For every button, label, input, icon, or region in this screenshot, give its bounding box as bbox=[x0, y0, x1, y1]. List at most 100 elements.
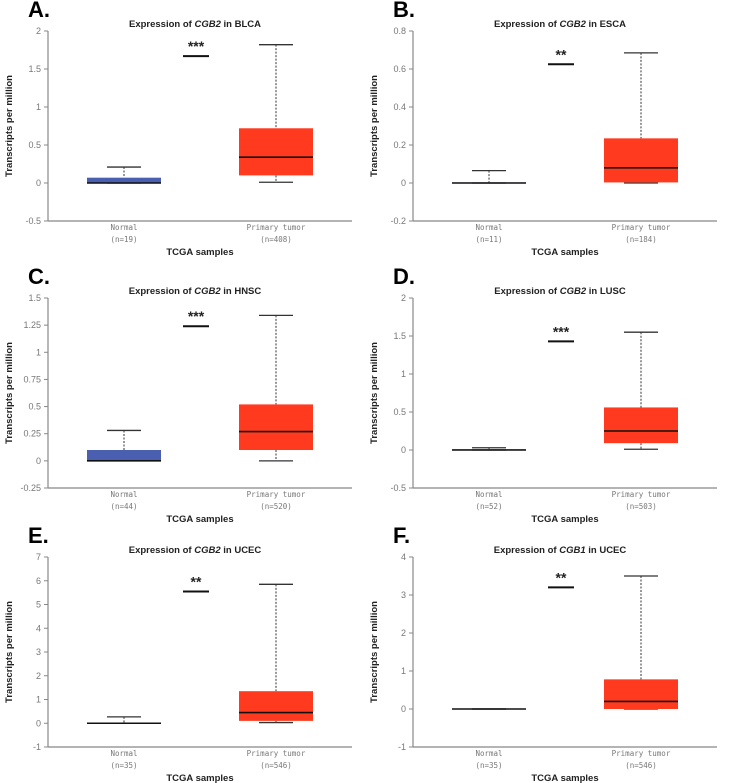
y-tick-label: -0.2 bbox=[390, 216, 406, 226]
category-label: Primary tumor bbox=[612, 223, 671, 232]
x-axis-label: TCGA samples bbox=[166, 514, 233, 525]
title-gene: CGB1 bbox=[559, 545, 585, 556]
y-tick-label: 0 bbox=[401, 704, 406, 714]
y-tick-label: 1 bbox=[36, 695, 41, 705]
y-tick-label: 2 bbox=[36, 26, 41, 36]
y-tick-label: -1 bbox=[33, 742, 41, 752]
y-tick-label: 0.75 bbox=[23, 374, 41, 384]
title-prefix: Expression of bbox=[129, 19, 194, 30]
y-tick-label: 1.5 bbox=[28, 64, 41, 74]
y-axis-label: Transcripts per million bbox=[4, 342, 15, 444]
panel-letter: B. bbox=[393, 0, 415, 22]
category-n: (n=408) bbox=[260, 235, 292, 244]
category-n: (n=35) bbox=[475, 761, 502, 770]
y-tick-label: 3 bbox=[36, 647, 41, 657]
y-axis-label: Transcripts per million bbox=[4, 75, 15, 177]
title-suffix: in UCEC bbox=[586, 545, 627, 556]
panel-letter: D. bbox=[393, 264, 415, 289]
y-tick-label: 0.8 bbox=[393, 26, 406, 36]
y-tick-label: -0.5 bbox=[25, 216, 41, 226]
category-label: Normal bbox=[475, 749, 502, 758]
box-tumor bbox=[239, 404, 313, 450]
title-suffix: in LUSC bbox=[586, 286, 626, 297]
x-axis-label: TCGA samples bbox=[531, 247, 598, 258]
chart-title: Expression of CGB2 in HNSC bbox=[129, 286, 262, 297]
category-n: (n=35) bbox=[110, 761, 137, 770]
y-tick-label: 2 bbox=[36, 671, 41, 681]
box-tumor bbox=[604, 407, 678, 444]
panel-letter: E. bbox=[28, 523, 49, 548]
significance-stars: ** bbox=[556, 46, 567, 62]
category-label: Primary tumor bbox=[247, 749, 306, 758]
category-n: (n=503) bbox=[625, 502, 657, 511]
y-tick-label: 1 bbox=[36, 102, 41, 112]
x-axis-label: TCGA samples bbox=[166, 773, 233, 783]
y-tick-label: 4 bbox=[401, 552, 406, 562]
panel-b: B. Expression of CGB2 in ESCA -0.2 0 0.2 0.4 0… bbox=[369, 0, 717, 258]
category-n: (n=546) bbox=[260, 761, 292, 770]
chart-title: Expression of CGB2 in UCEC bbox=[129, 545, 262, 556]
title-gene: CGB2 bbox=[194, 545, 221, 556]
y-tick-label: 0 bbox=[36, 718, 41, 728]
y-tick-label: 3 bbox=[401, 590, 406, 600]
panel-a: A. Expression of CGB2 in BLCA -0.5 0 0.5 1 1.5… bbox=[4, 0, 352, 258]
category-n: (n=52) bbox=[475, 502, 502, 511]
category-n: (n=11) bbox=[475, 235, 502, 244]
chart-title: Expression of CGB2 in ESCA bbox=[494, 19, 626, 30]
y-tick-label: 7 bbox=[36, 552, 41, 562]
x-axis-label: TCGA samples bbox=[531, 514, 598, 525]
title-gene: CGB2 bbox=[560, 286, 587, 297]
y-tick-label: 1.5 bbox=[28, 293, 41, 303]
category-label: Normal bbox=[475, 490, 502, 499]
panel-letter: A. bbox=[28, 0, 50, 22]
y-axis-label: Transcripts per million bbox=[369, 342, 380, 444]
y-tick-label: 0 bbox=[401, 445, 406, 455]
panel-d: D. Expression of CGB2 in LUSC -0.5 0 0.5 1 1.5… bbox=[369, 264, 717, 525]
y-tick-label: 1.25 bbox=[23, 320, 41, 330]
y-tick-label: 0 bbox=[36, 178, 41, 188]
y-tick-label: 0.4 bbox=[393, 102, 406, 112]
y-tick-label: 0.6 bbox=[393, 64, 406, 74]
title-suffix: in BLCA bbox=[221, 19, 261, 30]
title-suffix: in UCEC bbox=[221, 545, 262, 556]
title-gene: CGB2 bbox=[559, 19, 586, 30]
title-prefix: Expression of bbox=[129, 286, 194, 297]
x-axis-label: TCGA samples bbox=[531, 773, 598, 783]
box-tumor bbox=[604, 679, 678, 709]
y-tick-label: 0 bbox=[401, 178, 406, 188]
y-tick-label: 1 bbox=[401, 666, 406, 676]
y-axis-label: Transcripts per million bbox=[369, 601, 380, 703]
significance-stars: ** bbox=[556, 569, 567, 585]
y-tick-label: 0.5 bbox=[393, 407, 406, 417]
y-tick-label: 4 bbox=[36, 623, 41, 633]
y-tick-label: 5 bbox=[36, 600, 41, 610]
title-suffix: in HNSC bbox=[221, 286, 262, 297]
title-gene: CGB2 bbox=[194, 286, 221, 297]
box-normal bbox=[87, 177, 161, 183]
category-label: Primary tumor bbox=[247, 490, 306, 499]
title-gene: CGB2 bbox=[194, 19, 221, 30]
category-n: (n=44) bbox=[110, 502, 137, 511]
panel-letter: C. bbox=[28, 264, 50, 289]
significance-stars: *** bbox=[188, 38, 205, 54]
panel-c: C. Expression of CGB2 in HNSC -0.25 0 0.25 0.… bbox=[4, 264, 352, 525]
category-label: Primary tumor bbox=[612, 490, 671, 499]
panel-f: F. Expression of CGB1 in UCEC -1 0 1 2 3 4 Trans… bbox=[369, 523, 717, 783]
title-prefix: Expression of bbox=[494, 286, 559, 297]
title-suffix: in ESCA bbox=[586, 19, 626, 30]
chart-title: Expression of CGB2 in BLCA bbox=[129, 19, 261, 30]
title-prefix: Expression of bbox=[494, 19, 559, 30]
y-tick-label: 0.5 bbox=[28, 140, 41, 150]
box-tumor bbox=[239, 128, 313, 176]
y-tick-label: 0.2 bbox=[393, 140, 406, 150]
y-tick-label: -0.5 bbox=[390, 483, 406, 493]
significance-stars: *** bbox=[188, 308, 205, 324]
category-label: Primary tumor bbox=[247, 223, 306, 232]
category-label: Normal bbox=[110, 749, 137, 758]
y-tick-label: 2 bbox=[401, 628, 406, 638]
title-prefix: Expression of bbox=[494, 545, 559, 556]
box-normal bbox=[87, 450, 161, 461]
chart-title: Expression of CGB1 in UCEC bbox=[494, 545, 627, 556]
y-axis-label: Transcripts per million bbox=[4, 601, 15, 703]
